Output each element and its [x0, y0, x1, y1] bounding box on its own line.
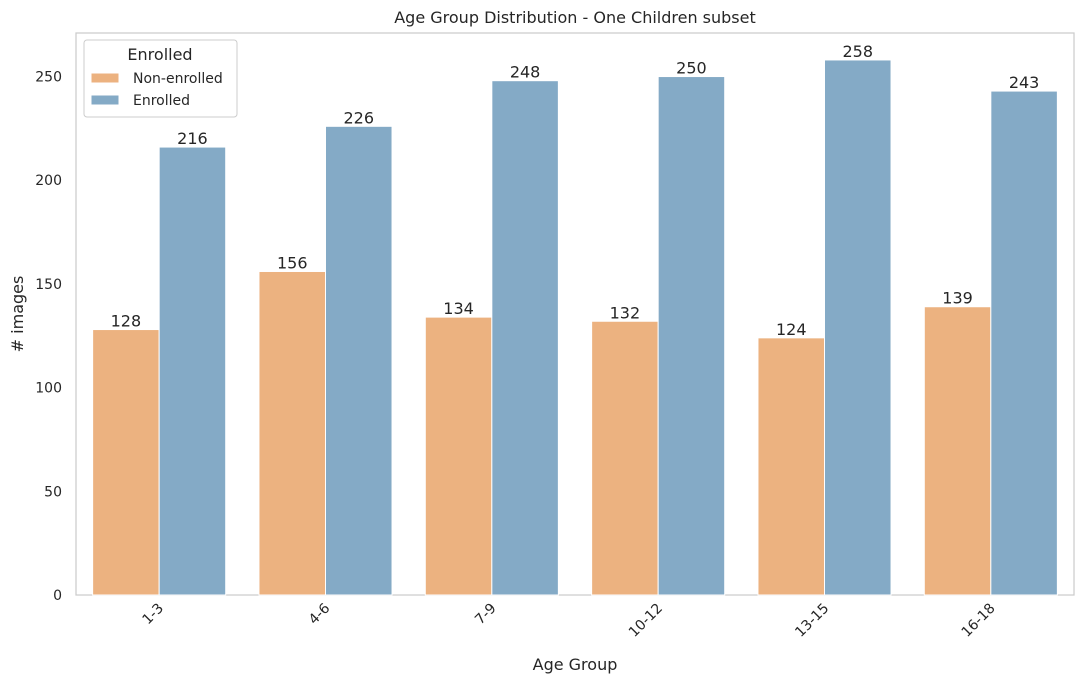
y-tick-label-100: 100 — [35, 381, 62, 397]
data-label-enrolled-4-6: 226 — [343, 108, 374, 127]
plot-frame — [75, 32, 1075, 596]
legend-title: Enrolled — [127, 45, 192, 64]
y-tick-label-0: 0 — [53, 588, 62, 604]
legend-label-enrolled: Enrolled — [133, 93, 190, 109]
x-tick-label-7-9: 7-9 — [472, 601, 499, 628]
legend-box — [83, 39, 238, 118]
data-label-non-enrolled-7-9: 134 — [443, 299, 474, 318]
bar-enrolled-13-15 — [824, 59, 892, 596]
x-tick-label-16-18: 16-18 — [959, 601, 999, 641]
legend: Enrolled Non-enrolled Enrolled — [83, 39, 238, 118]
data-label-enrolled-1-3: 216 — [177, 129, 208, 148]
data-label-non-enrolled-4-6: 156 — [277, 253, 308, 272]
x-axis: 1-3 4-6 7-9 10-12 13-15 16-18 — [140, 600, 999, 640]
data-label-non-enrolled-1-3: 128 — [111, 312, 142, 331]
bars-layer — [92, 59, 1058, 596]
data-label-non-enrolled-13-15: 124 — [776, 320, 807, 339]
data-labels-layer: 128 216 156 226 134 248 132 250 124 258 139 243 — [111, 42, 1040, 339]
x-tick-label-4-6: 4-6 — [306, 600, 334, 628]
legend-swatch-enrolled — [90, 94, 120, 106]
bar-enrolled-16-18 — [990, 90, 1058, 596]
data-label-enrolled-10-12: 250 — [676, 59, 707, 78]
bar-enrolled-10-12 — [657, 76, 726, 596]
data-label-non-enrolled-16-18: 139 — [942, 289, 973, 308]
y-tick-label-50: 50 — [44, 484, 62, 500]
bar-non-enrolled-16-18 — [923, 306, 992, 596]
y-tick-label-150: 150 — [35, 277, 62, 293]
bar-non-enrolled-4-6 — [258, 270, 327, 596]
data-label-non-enrolled-10-12: 132 — [610, 303, 641, 322]
x-tick-label-13-15: 13-15 — [792, 601, 832, 641]
bar-non-enrolled-7-9 — [424, 316, 493, 596]
bar-enrolled-1-3 — [158, 146, 227, 596]
y-axis-title: # images — [8, 276, 27, 353]
y-tick-label-200: 200 — [35, 173, 62, 189]
bar-enrolled-4-6 — [325, 125, 393, 596]
chart-title: Age Group Distribution - One Children su… — [394, 8, 756, 27]
data-label-enrolled-7-9: 248 — [510, 63, 541, 82]
bar-enrolled-7-9 — [491, 80, 559, 596]
x-axis-title: Age Group — [533, 655, 618, 674]
data-label-enrolled-16-18: 243 — [1009, 73, 1040, 92]
bar-non-enrolled-13-15 — [757, 337, 826, 596]
y-tick-label-250: 250 — [35, 70, 62, 86]
data-label-enrolled-13-15: 258 — [842, 42, 873, 61]
legend-label-non-enrolled: Non-enrolled — [133, 71, 223, 87]
x-tick-label-10-12: 10-12 — [626, 601, 666, 641]
legend-swatch-non-enrolled — [90, 72, 120, 84]
y-axis: 0 50 100 150 200 250 — [35, 70, 62, 604]
x-tick-label-1-3: 1-3 — [140, 601, 167, 628]
bar-non-enrolled-1-3 — [92, 329, 160, 596]
bar-non-enrolled-10-12 — [591, 320, 659, 596]
